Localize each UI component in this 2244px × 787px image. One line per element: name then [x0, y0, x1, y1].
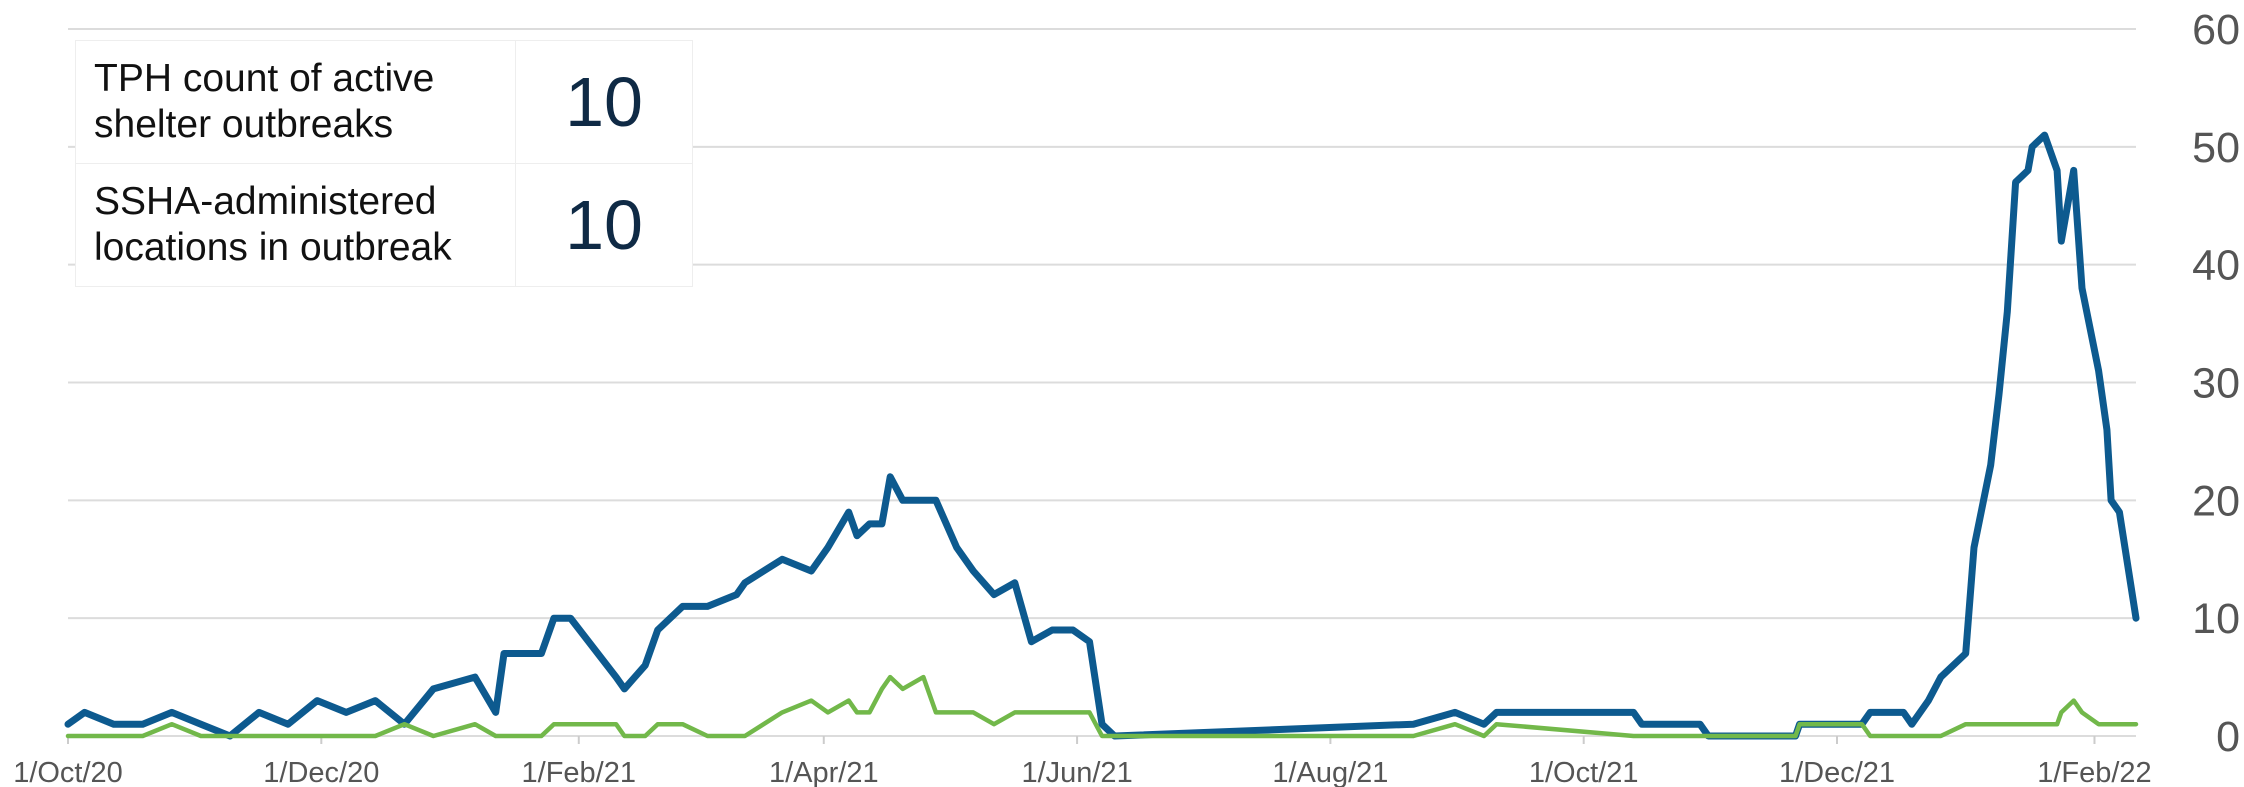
y-tick-label: 30 [2192, 360, 2240, 408]
series-line [64, 131, 2140, 740]
summary-label: SSHA-administered locations in outbreak [75, 163, 516, 287]
summary-row: TPH count of active shelter outbreaks 10 [75, 40, 693, 164]
x-tick-label: 1/Oct/21 [1529, 757, 1639, 787]
summary-value: 10 [515, 163, 693, 287]
summary-value: 10 [515, 40, 693, 164]
x-tick-label: 1/Dec/21 [1779, 757, 1895, 787]
summary-row: SSHA-administered locations in outbreak … [75, 163, 693, 287]
x-tick-label: 1/Aug/21 [1272, 757, 1388, 787]
summary-table: TPH count of active shelter outbreaks 10… [75, 40, 693, 287]
series-line [65, 674, 2139, 739]
x-tick-label: 1/Dec/20 [263, 757, 379, 787]
x-tick-label: 1/Feb/21 [522, 757, 636, 787]
y-tick-label: 20 [2192, 477, 2240, 525]
y-tick-label: 50 [2192, 124, 2240, 172]
y-tick-label: 40 [2192, 242, 2240, 290]
y-tick-label: 60 [2192, 6, 2240, 54]
summary-label: TPH count of active shelter outbreaks [75, 40, 516, 164]
x-tick-label: 1/Jun/21 [1021, 757, 1132, 787]
y-tick-label: 10 [2192, 595, 2240, 643]
x-tick-label: 1/Feb/22 [2037, 757, 2151, 787]
y-tick-label: 0 [2216, 713, 2240, 761]
x-tick-label: 1/Oct/20 [13, 757, 123, 787]
x-tick-label: 1/Apr/21 [769, 757, 879, 787]
